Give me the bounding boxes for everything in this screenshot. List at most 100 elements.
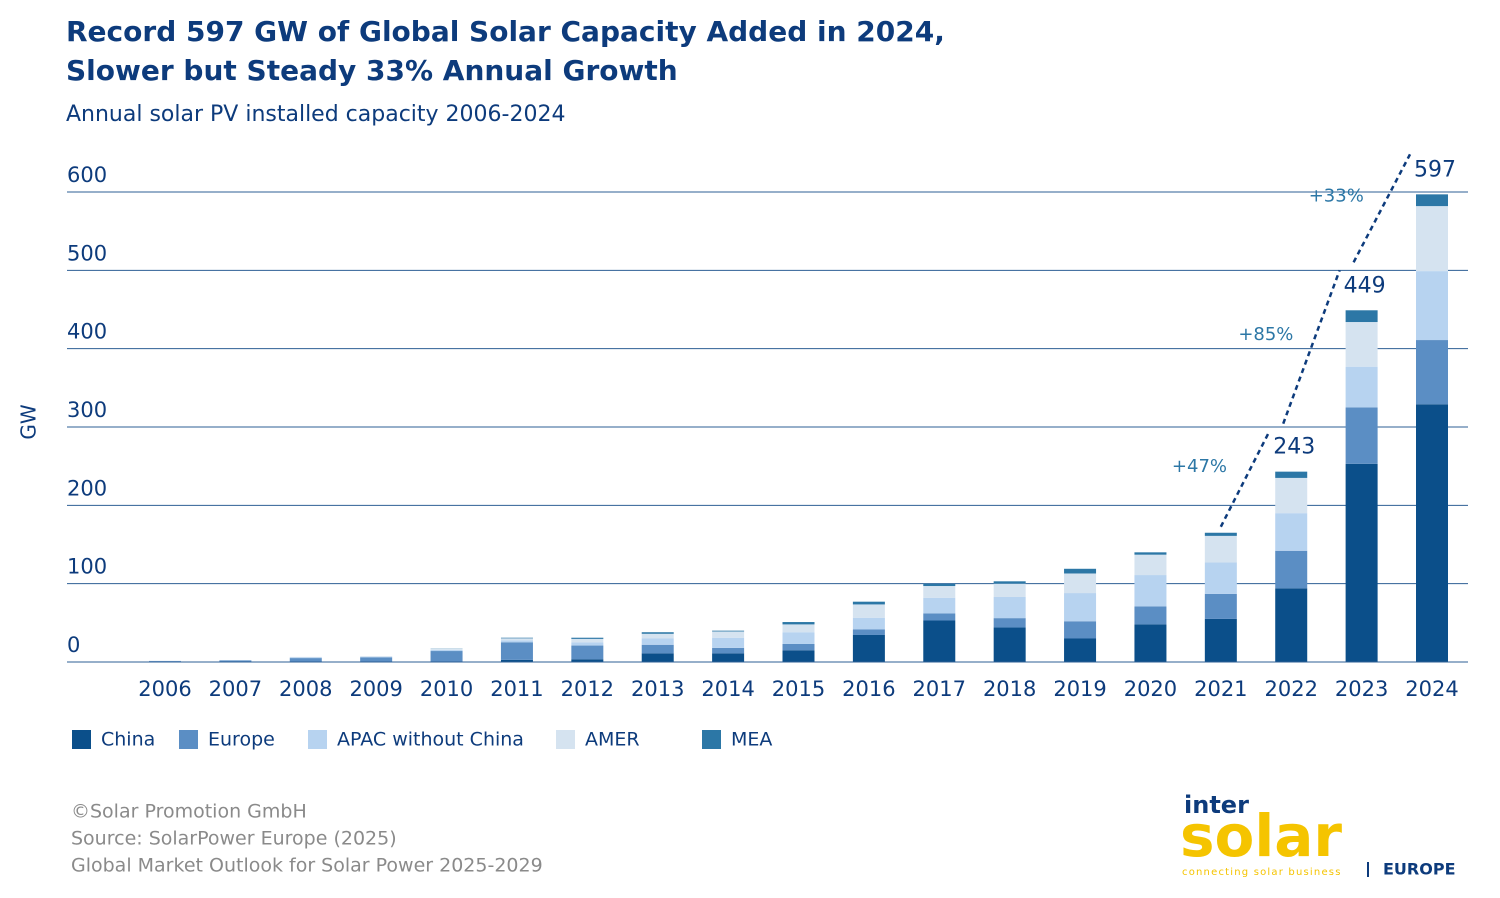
x-tick-label: 2015 bbox=[772, 677, 825, 701]
legend-label: APAC without China bbox=[337, 729, 524, 751]
bar-segment bbox=[500, 640, 533, 643]
bar-segment bbox=[1204, 562, 1237, 594]
bar-segment bbox=[712, 630, 745, 632]
bar-segment bbox=[360, 656, 393, 658]
bar-segment bbox=[1134, 575, 1167, 607]
bar-segment bbox=[923, 613, 956, 621]
bar-segment bbox=[1134, 606, 1167, 625]
legend-label: Europe bbox=[208, 729, 275, 751]
bar-segment bbox=[993, 627, 1026, 662]
bar-segment bbox=[1204, 532, 1237, 536]
bar-segment bbox=[1204, 593, 1237, 619]
chart-subtitle: Annual solar PV installed capacity 2006-… bbox=[66, 102, 565, 127]
x-tick-label: 2020 bbox=[1124, 677, 1177, 701]
bar-segment bbox=[712, 631, 745, 638]
bar-segment bbox=[430, 651, 463, 662]
footer-text: Global Market Outlook for Solar Power 20… bbox=[71, 855, 543, 877]
x-tick-label: 2016 bbox=[842, 677, 895, 701]
bar-segment bbox=[993, 581, 1026, 584]
bar-segment bbox=[993, 583, 1026, 597]
logo-text: EUROPE bbox=[1383, 860, 1456, 879]
x-tick-label: 2019 bbox=[1053, 677, 1106, 701]
bar-segment bbox=[500, 642, 533, 660]
bar-segment bbox=[712, 637, 745, 648]
bar-segment bbox=[641, 632, 674, 634]
bar-segment bbox=[1416, 194, 1448, 207]
x-tick-label: 2013 bbox=[631, 677, 684, 701]
bar-segment bbox=[641, 638, 674, 645]
bar-segment bbox=[500, 638, 533, 641]
x-tick-label: 2022 bbox=[1264, 677, 1317, 701]
bar-segment bbox=[1064, 638, 1097, 662]
chart-title: Record 597 GW of Global Solar Capacity A… bbox=[66, 15, 945, 48]
footer-text: ©Solar Promotion GmbH bbox=[71, 801, 307, 823]
total-label: 449 bbox=[1344, 273, 1386, 298]
bar-segment bbox=[712, 653, 745, 662]
legend-label: AMER bbox=[585, 729, 640, 751]
bar-segment bbox=[782, 632, 815, 644]
bar-segment bbox=[1275, 588, 1308, 662]
bar-segment bbox=[641, 633, 674, 639]
bar-segment bbox=[923, 597, 956, 614]
y-tick-label: 500 bbox=[67, 241, 107, 265]
bar-segment bbox=[1134, 624, 1167, 662]
bar-segment bbox=[500, 659, 533, 662]
bar-segment bbox=[641, 644, 674, 654]
x-tick-label: 2011 bbox=[490, 677, 543, 701]
bar-segment bbox=[1345, 407, 1378, 464]
x-tick-label: 2008 bbox=[279, 677, 332, 701]
bar-segment bbox=[993, 618, 1026, 628]
bar-segment bbox=[430, 649, 463, 652]
total-label: 597 bbox=[1414, 157, 1456, 182]
bar-segment bbox=[1275, 477, 1308, 514]
logo-tagline: connecting solar business bbox=[1182, 867, 1342, 878]
legend-swatch bbox=[308, 730, 327, 749]
logo-text: inter bbox=[1184, 791, 1249, 819]
bar-segment bbox=[1204, 535, 1237, 563]
bar-segment bbox=[219, 660, 252, 662]
x-tick-label: 2023 bbox=[1335, 677, 1388, 701]
legend-swatch bbox=[72, 730, 91, 749]
x-tick-label: 2021 bbox=[1194, 677, 1247, 701]
growth-line bbox=[1282, 269, 1341, 425]
legend-swatch bbox=[179, 730, 198, 749]
y-tick-label: 200 bbox=[67, 476, 107, 500]
bar-segment bbox=[1134, 552, 1167, 555]
bar-segment bbox=[852, 629, 885, 635]
bar-segment bbox=[1416, 340, 1448, 405]
bar-segment bbox=[782, 643, 815, 651]
bar-segment bbox=[782, 650, 815, 662]
legend-label: MEA bbox=[731, 729, 772, 751]
y-axis-label: GW bbox=[17, 404, 41, 439]
legend-label: China bbox=[101, 729, 155, 751]
bar-segment bbox=[1275, 513, 1308, 551]
bar-segment bbox=[641, 653, 674, 662]
bar-segment bbox=[782, 622, 815, 625]
growth-line bbox=[1352, 153, 1412, 263]
bar-segment bbox=[1345, 366, 1378, 408]
bar-segment bbox=[852, 634, 885, 662]
bar-segment bbox=[500, 637, 533, 639]
bar-segment bbox=[360, 657, 393, 662]
bar-segment bbox=[852, 601, 885, 605]
bar-segment bbox=[1345, 322, 1378, 367]
bar-segment bbox=[289, 658, 322, 662]
bar-segment bbox=[430, 648, 463, 650]
bar-segment bbox=[993, 596, 1026, 619]
x-tick-label: 2014 bbox=[701, 677, 754, 701]
x-tick-label: 2024 bbox=[1405, 677, 1458, 701]
bar-segment bbox=[289, 657, 322, 659]
bar-segment bbox=[1064, 568, 1097, 574]
x-tick-label: 2017 bbox=[913, 677, 966, 701]
bar-segment bbox=[571, 637, 604, 639]
bar-segment bbox=[1064, 621, 1097, 639]
bar-segment bbox=[1345, 463, 1378, 662]
y-tick-label: 0 bbox=[67, 633, 80, 657]
bar-segment bbox=[571, 642, 604, 646]
bar-segment bbox=[289, 656, 322, 658]
legend-swatch bbox=[702, 730, 721, 749]
x-tick-label: 2007 bbox=[209, 677, 262, 701]
footer-text: Source: SolarPower Europe (2025) bbox=[71, 828, 397, 850]
bar-segment bbox=[1416, 271, 1448, 341]
x-tick-label: 2018 bbox=[983, 677, 1036, 701]
